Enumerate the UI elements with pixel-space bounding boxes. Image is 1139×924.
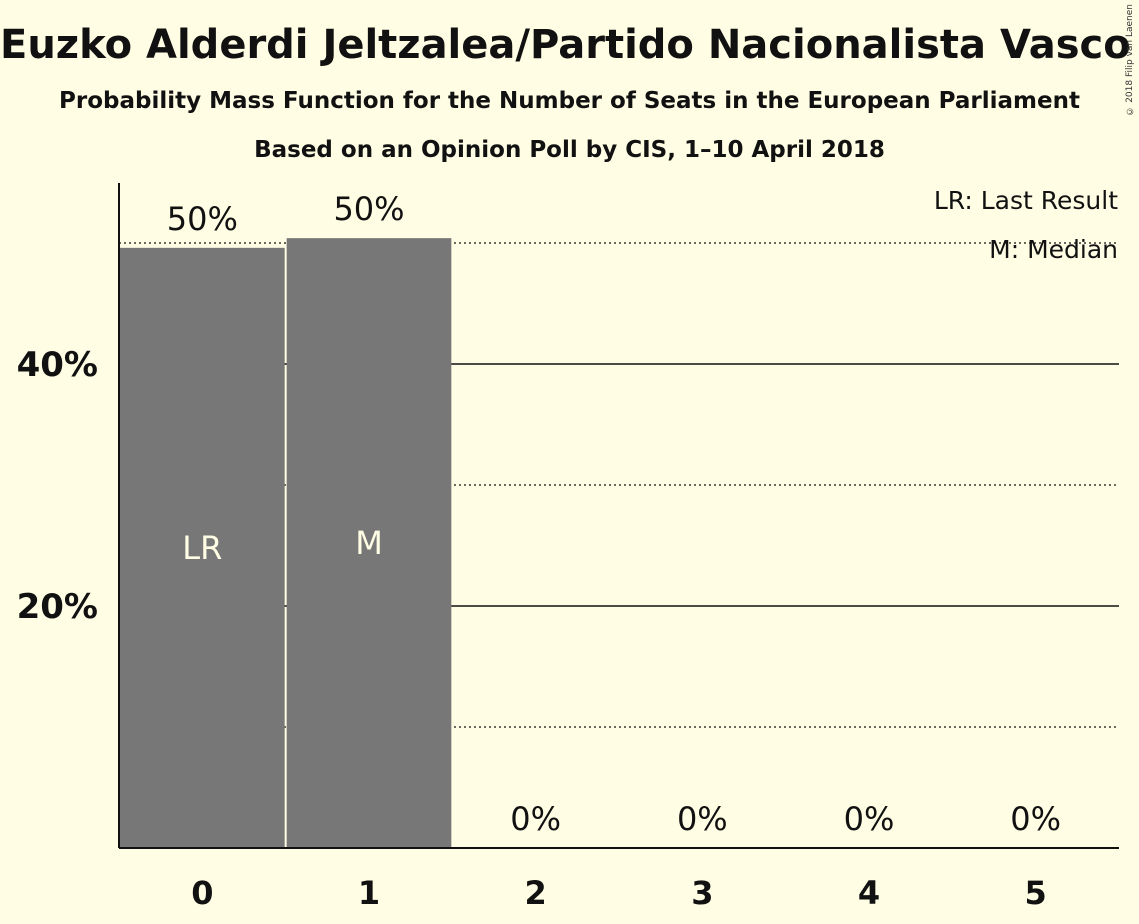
chart-title: Euzko Alderdi Jeltzalea/Partido Nacional… [0,22,1139,68]
x-tick-label: 2 [525,874,547,912]
bar [120,247,285,849]
x-tick-label: 1 [358,874,380,912]
value-label: 0% [1010,800,1061,838]
x-tick-label: 5 [1025,874,1047,912]
bar [286,238,452,848]
x-tick-label: 3 [691,874,713,912]
value-label: 0% [510,800,561,838]
chart-subtitle-source: Based on an Opinion Poll by CIS, 1–10 Ap… [254,137,885,163]
x-tick-label: 4 [858,874,880,912]
legend-last-result: LR: Last Result [934,186,1118,215]
bar-inner-label: M [355,524,383,562]
gridlines [119,242,1119,728]
x-tick-label: 0 [191,874,213,912]
y-tick-label: 40% [17,345,98,385]
chart-subtitle: Probability Mass Function for the Number… [59,88,1080,114]
value-label: 0% [844,800,895,838]
bars [120,238,452,849]
value-label: 50% [167,200,238,238]
value-label: 0% [677,800,728,838]
y-tick-label: 20% [17,587,98,627]
bar-inner-label: LR [182,529,222,567]
legend-median: M: Median [989,235,1118,264]
value-label: 50% [333,190,404,228]
